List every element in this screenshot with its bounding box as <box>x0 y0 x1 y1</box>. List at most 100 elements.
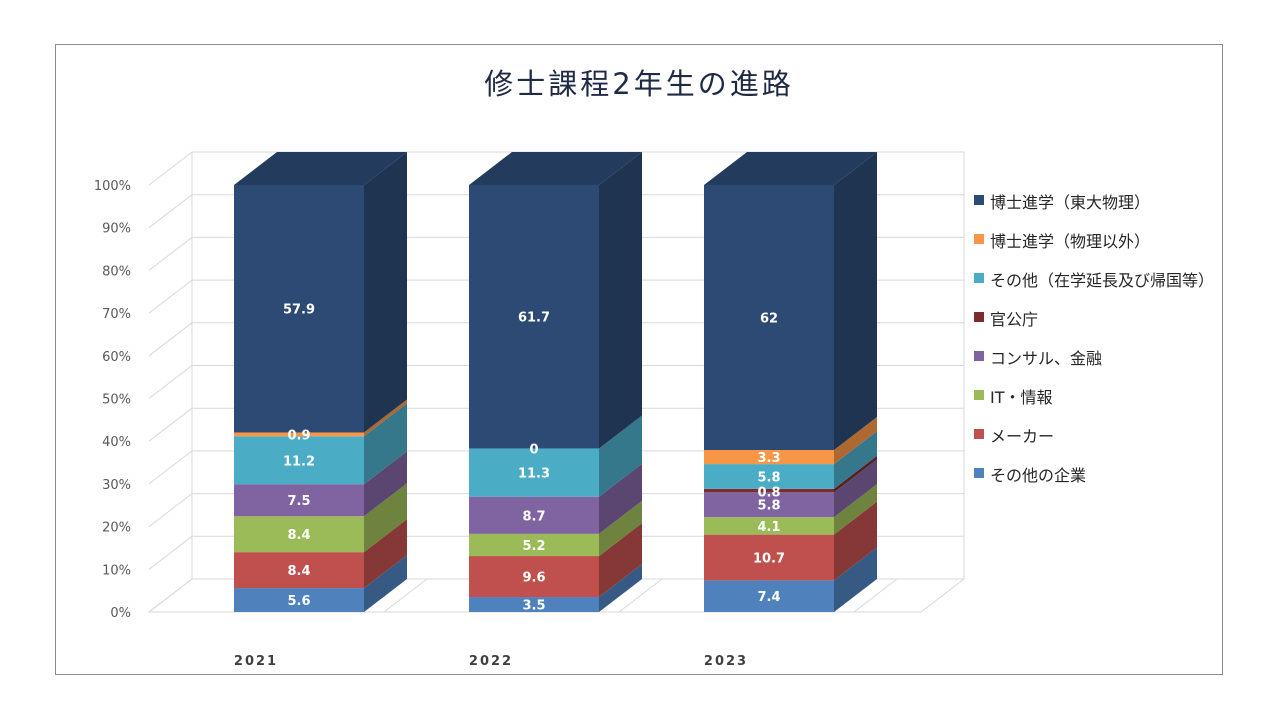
bar-side <box>834 501 877 581</box>
side-gridline <box>148 450 193 485</box>
legend-swatch <box>974 234 984 244</box>
floor-divider <box>148 578 193 613</box>
bar-segment <box>704 517 834 535</box>
floor-divider <box>618 578 663 613</box>
bar-top <box>469 152 642 185</box>
bar-segment <box>469 185 599 449</box>
bar-segment <box>704 488 834 493</box>
y-tick-label: 70% <box>102 307 131 322</box>
side-gridline <box>148 279 193 314</box>
legend-item: その他の企業 <box>974 462 1224 501</box>
bar-segment <box>234 185 364 433</box>
y-tick-label: 20% <box>102 521 131 536</box>
bar-segment <box>469 556 599 598</box>
legend-label: その他の企業 <box>990 466 1087 485</box>
bar-side <box>364 403 407 485</box>
y-tick-label: 10% <box>102 563 131 578</box>
y-tick-label: 80% <box>102 264 131 279</box>
bar-side <box>364 519 407 589</box>
bar-side <box>364 399 407 437</box>
x-tick-label: 2021 <box>234 654 278 669</box>
y-tick-label: 100% <box>94 179 131 194</box>
y-tick-label: 30% <box>102 478 131 493</box>
legend-label: メーカー <box>990 427 1055 446</box>
bar-stack-2021: 5.6 8.4 8.4 7.5 11.2 0.9 57.9 <box>234 152 407 612</box>
bar-side <box>834 455 877 493</box>
y-tick-label: 50% <box>102 393 131 408</box>
data-label: 3.5 <box>522 599 545 614</box>
y-tick-label: 60% <box>102 350 131 365</box>
data-label: 4.1 <box>757 520 780 535</box>
legend-label: IT・情報 <box>990 388 1053 407</box>
bar-side <box>599 523 642 598</box>
side-gridline <box>148 237 193 271</box>
data-label: 9.6 <box>522 571 545 586</box>
data-label: 5.2 <box>522 539 545 554</box>
y-tick-label: 90% <box>102 222 131 237</box>
side-gridline <box>148 322 193 357</box>
data-label: 7.4 <box>757 590 780 605</box>
stacked-bar-chart-3d: 0% 10% 20% 30% 40% 50% 60% 70% 80% 90% 100% 5.6 8.4 8… <box>94 151 966 669</box>
legend-item: IT・情報 <box>974 384 1224 423</box>
data-label: 5.6 <box>287 594 310 609</box>
bar-side <box>364 451 407 517</box>
bar-segment <box>469 533 599 557</box>
legend-item: 官公庁 <box>974 306 1224 345</box>
bar-side <box>834 484 877 535</box>
legend-label: 博士進学（物理以外） <box>990 232 1151 251</box>
bar-top <box>234 152 407 185</box>
bar-segment <box>704 534 834 581</box>
data-label: 61.7 <box>518 311 550 326</box>
data-label: 0.9 <box>287 428 310 443</box>
side-gridline <box>148 407 193 442</box>
bar-side <box>834 459 877 518</box>
bar-segment <box>704 464 834 489</box>
legend-item: その他（在学延長及び帰国等） <box>974 267 1224 306</box>
legend-label: コンサル、金融 <box>990 349 1103 368</box>
data-label: 3.3 <box>757 451 780 466</box>
legend-swatch <box>974 429 984 439</box>
x-tick-label: 2022 <box>469 654 513 669</box>
y-tick-label: 40% <box>102 435 131 450</box>
bar-side <box>834 431 877 489</box>
bar-segment <box>704 450 834 465</box>
legend-item: メーカー <box>974 423 1224 462</box>
legend-item: 博士進学（物理以外） <box>974 228 1224 267</box>
x-tick-label: 2023 <box>704 654 748 669</box>
legend-label: 博士進学（東大物理） <box>990 193 1151 212</box>
legend-label: その他（在学延長及び帰国等） <box>990 271 1215 290</box>
chart-title: 修士課程2年生の進路 <box>484 67 794 101</box>
chart-legend: 博士進学（東大物理） 博士進学（物理以外） その他（在学延長及び帰国等） 官公庁コンサ… <box>974 189 1224 501</box>
bar-stack-2022: 3.5 9.6 5.2 8.7 11.3 0 61.7 <box>469 152 642 614</box>
data-label: 57.9 <box>283 303 315 318</box>
bar-side <box>364 483 407 553</box>
legend-label: 官公庁 <box>990 310 1039 329</box>
bar-segment <box>234 516 364 553</box>
side-gridline <box>148 194 193 229</box>
bar-segment <box>469 496 599 534</box>
bar-top <box>704 152 877 185</box>
data-label: 8.7 <box>522 509 545 524</box>
bar-segment <box>234 588 364 612</box>
legend-swatch <box>974 390 984 400</box>
data-label: 5.8 <box>757 499 780 514</box>
bar-side <box>364 555 407 612</box>
floor-divider <box>853 578 898 613</box>
data-label: 8.4 <box>287 528 310 543</box>
data-label: 8.4 <box>287 564 310 579</box>
data-label: 0 <box>529 442 538 457</box>
bar-side <box>599 152 642 449</box>
bar-side <box>599 500 642 557</box>
bar-segment <box>469 597 599 612</box>
bar-side <box>834 417 877 465</box>
bar-segment <box>234 432 364 437</box>
chart-frame: 修士課程2年生の進路 0% 10% 20% 30% 40% 50% 60% 70% 80% 90%… <box>55 44 1223 675</box>
legend-swatch <box>974 195 984 205</box>
bar-stack-2023: 7.4 10.7 4.1 5.80.85.8 3.3 62 <box>704 152 877 612</box>
legend-swatch <box>974 351 984 361</box>
bar-side <box>834 547 877 612</box>
side-gridline <box>148 535 193 570</box>
legend-swatch <box>974 273 984 283</box>
data-label: 11.2 <box>283 454 315 469</box>
data-label: 11.3 <box>518 467 550 482</box>
